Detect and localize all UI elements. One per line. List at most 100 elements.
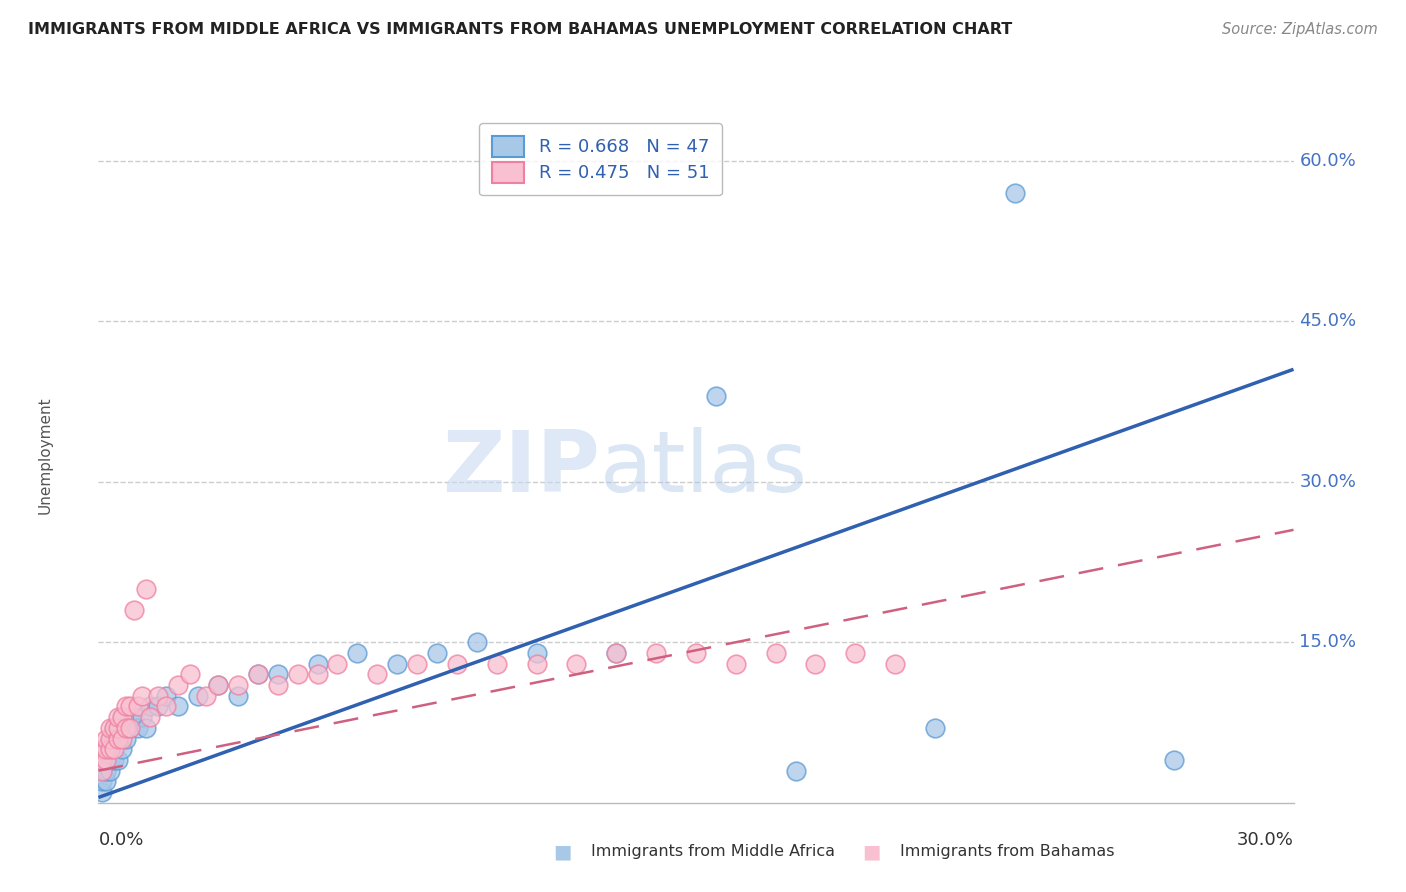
Point [426,646,449,660]
Point [98,764,122,778]
Point [605,646,627,660]
Point [785,764,807,778]
Text: IMMIGRANTS FROM MIDDLE AFRICA VS IMMIGRANTS FROM BAHAMAS UNEMPLOYMENT CORRELATIO: IMMIGRANTS FROM MIDDLE AFRICA VS IMMIGRA… [28,22,1012,37]
Point [179,667,201,681]
Point [246,667,269,681]
Point [91,764,114,778]
Point [226,689,249,703]
Text: 45.0%: 45.0% [1299,312,1357,330]
Point [645,646,668,660]
Point [526,657,548,671]
Point [366,667,388,681]
Text: Immigrants from Bahamas: Immigrants from Bahamas [900,845,1115,859]
Point [107,710,129,724]
Point [111,731,134,746]
Point [96,764,118,778]
Point [194,689,218,703]
Point [346,646,368,660]
Point [307,657,329,671]
Point [135,721,157,735]
Point [155,699,177,714]
Point [98,742,122,756]
Point [804,657,827,671]
Point [326,657,349,671]
Point [148,689,170,703]
Point [111,710,134,724]
Point [465,635,488,649]
Point [103,721,125,735]
Point [115,731,138,746]
Point [267,678,290,692]
Point [98,742,122,756]
Point [307,667,329,681]
Point [127,699,149,714]
Point [148,699,170,714]
Point [103,753,125,767]
Point [605,646,627,660]
Point [246,667,269,681]
Point [844,646,866,660]
Point [107,753,129,767]
Point [107,721,129,735]
Point [127,721,149,735]
Point [139,699,162,714]
Point [120,721,142,735]
Point [187,689,209,703]
Point [139,710,162,724]
Point [1004,186,1026,200]
Point [207,678,229,692]
Text: ZIP: ZIP [443,427,600,510]
Point [124,603,146,617]
Text: ■: ■ [553,842,572,862]
Point [120,699,142,714]
Text: 0.0%: 0.0% [98,830,143,848]
Text: Immigrants from Middle Africa: Immigrants from Middle Africa [591,845,835,859]
Point [207,678,229,692]
Point [1163,753,1185,767]
Point [103,731,125,746]
Point [120,721,142,735]
Point [111,742,134,756]
Point [446,657,468,671]
Point [107,731,129,746]
Point [167,699,190,714]
Point [107,721,129,735]
Point [685,646,707,660]
Point [884,657,907,671]
Point [131,689,153,703]
Point [111,721,134,735]
Point [167,678,190,692]
Point [91,742,114,756]
Text: 30.0%: 30.0% [1299,473,1357,491]
Point [385,657,409,671]
Point [96,753,118,767]
Point [924,721,946,735]
Point [704,389,727,403]
Point [724,657,747,671]
Point [98,753,122,767]
Point [91,753,114,767]
Point [765,646,787,660]
Point [96,774,118,789]
Point [267,667,290,681]
Point [406,657,429,671]
Text: ■: ■ [862,842,882,862]
Point [485,657,508,671]
Text: 60.0%: 60.0% [1299,152,1357,169]
Point [115,721,138,735]
Point [96,742,118,756]
Point [226,678,249,692]
Legend: R = 0.668   N = 47, R = 0.475   N = 51: R = 0.668 N = 47, R = 0.475 N = 51 [479,123,721,195]
Point [287,667,309,681]
Point [115,699,138,714]
Point [98,731,122,746]
Point [91,785,114,799]
Text: atlas: atlas [600,427,808,510]
Point [96,742,118,756]
Point [91,764,114,778]
Point [565,657,588,671]
Point [98,731,122,746]
Point [526,646,548,660]
Point [103,721,125,735]
Text: Unemployment: Unemployment [37,396,52,514]
